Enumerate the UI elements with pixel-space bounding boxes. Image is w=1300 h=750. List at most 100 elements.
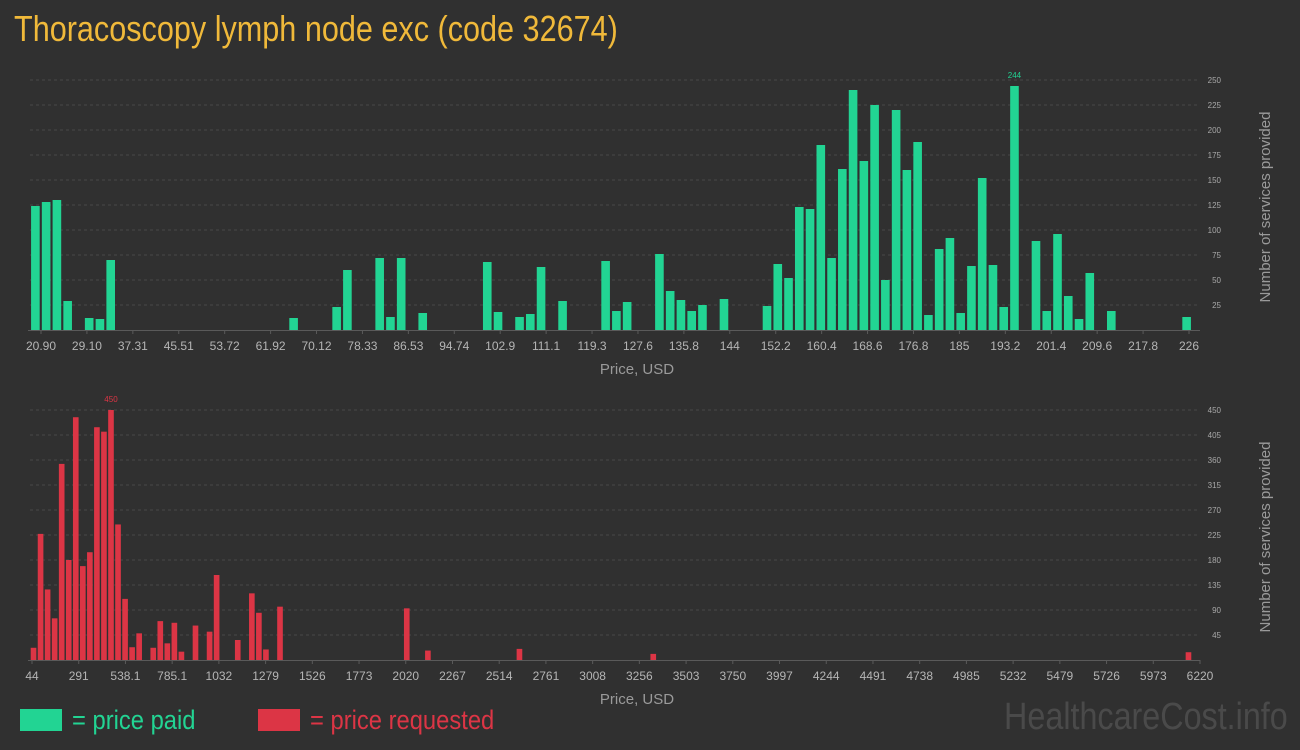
bar	[51, 618, 58, 660]
bar	[945, 238, 955, 330]
x-tick-label: 53.72	[210, 339, 240, 353]
bar	[601, 261, 610, 330]
bar	[719, 299, 729, 330]
x-tick-label: 1773	[346, 669, 373, 683]
y-tick-label: 135	[1208, 581, 1222, 590]
bar	[80, 566, 86, 660]
x-tick-label: 3750	[719, 669, 746, 683]
bar	[794, 207, 804, 330]
bar	[44, 589, 51, 660]
bar	[72, 417, 79, 660]
bar	[934, 249, 944, 330]
bar	[289, 318, 298, 330]
bar	[622, 302, 632, 330]
bar	[762, 306, 772, 330]
x-tick-label: 78.33	[347, 339, 377, 353]
bar	[1031, 241, 1041, 330]
bar	[891, 110, 901, 330]
legend: = price paid = price requested	[20, 704, 566, 736]
bar	[30, 647, 37, 660]
bar	[386, 317, 395, 330]
bar	[87, 552, 93, 660]
x-axis-label: Price, USD	[600, 691, 674, 708]
bar	[63, 301, 72, 330]
x-tick-label: 2267	[439, 669, 466, 683]
legend-label-paid: = price paid	[72, 704, 196, 735]
x-tick-label: 29.10	[72, 339, 102, 353]
bar	[192, 625, 199, 660]
bar	[967, 266, 976, 330]
bar	[881, 280, 890, 330]
bar	[516, 648, 523, 660]
x-tick-label: 70.12	[302, 339, 332, 353]
y-tick-label: 250	[1208, 76, 1222, 85]
y-tick-label: 75	[1212, 251, 1221, 260]
x-tick-label: 3008	[579, 669, 606, 683]
y-tick-label: 405	[1208, 431, 1222, 440]
x-tick-label: 1032	[206, 669, 233, 683]
y-tick-label: 45	[1212, 631, 1221, 640]
bar	[94, 427, 100, 660]
bar	[1063, 296, 1073, 330]
x-tick-label: 44	[25, 669, 39, 683]
bar	[665, 291, 675, 330]
x-tick-label: 152.2	[761, 339, 791, 353]
x-tick-label: 45.51	[164, 339, 194, 353]
bar	[1042, 311, 1052, 330]
bar	[213, 575, 220, 660]
y-tick-label: 225	[1208, 101, 1222, 110]
y-tick-label: 100	[1208, 226, 1222, 235]
bar	[1074, 319, 1084, 330]
bar	[1085, 273, 1095, 330]
x-tick-label: 226	[1179, 339, 1199, 353]
bar	[343, 270, 352, 330]
legend-swatch-paid	[20, 709, 62, 731]
bar	[558, 301, 567, 330]
bar	[332, 307, 341, 330]
bar	[263, 649, 269, 660]
bar	[859, 161, 869, 330]
x-tick-label: 5726	[1093, 669, 1120, 683]
x-tick-label: 785.1	[157, 669, 187, 683]
y-tick-label: 315	[1208, 481, 1222, 490]
x-tick-label: 144	[720, 339, 740, 353]
bar	[676, 300, 686, 330]
x-tick-label: 176.8	[898, 339, 928, 353]
bar	[31, 206, 40, 330]
bar	[816, 145, 826, 330]
y-axis-label: Number of services provided	[1257, 112, 1274, 303]
x-tick-label: 135.8	[669, 339, 699, 353]
chart-title: Thoracoscopy lymph node exc (code 32674)	[14, 8, 618, 49]
x-tick-label: 6220	[1187, 669, 1214, 683]
x-tick-label: 538.1	[110, 669, 140, 683]
bar	[37, 533, 44, 660]
bar	[249, 593, 255, 660]
bar	[157, 621, 164, 660]
legend-swatch-requested	[258, 709, 301, 731]
bar	[164, 643, 171, 660]
y-tick-label: 150	[1208, 176, 1222, 185]
x-tick-label: 4244	[813, 669, 840, 683]
x-tick-label: 37.31	[118, 339, 148, 353]
bar	[687, 311, 696, 330]
bar	[150, 647, 157, 660]
y-tick-label: 90	[1212, 606, 1221, 615]
bar	[277, 606, 283, 660]
bar	[206, 631, 213, 660]
max-value-label: 450	[104, 395, 118, 404]
bar	[375, 258, 384, 330]
bar	[65, 560, 72, 660]
x-tick-label: 201.4	[1036, 339, 1066, 353]
bar	[805, 209, 815, 330]
bar	[396, 258, 406, 330]
bar	[536, 267, 546, 330]
x-tick-label: 20.90	[26, 339, 56, 353]
bar	[956, 313, 965, 330]
bar	[1182, 317, 1191, 330]
x-tick-label: 102.9	[485, 339, 515, 353]
bar	[988, 265, 998, 330]
x-tick-label: 209.6	[1082, 339, 1112, 353]
bar	[178, 651, 185, 660]
bar	[493, 312, 503, 330]
